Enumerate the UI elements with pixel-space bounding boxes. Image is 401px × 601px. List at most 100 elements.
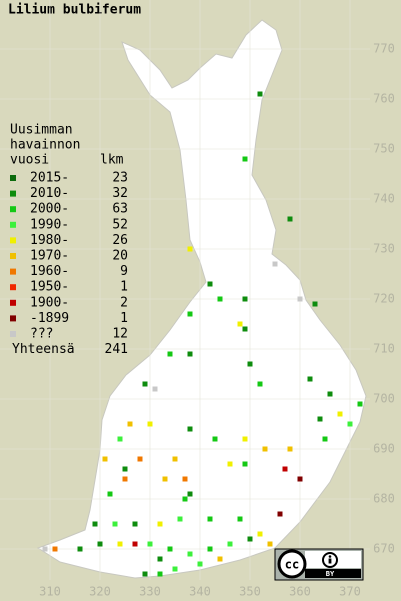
map-title: Lilium bulbiferum — [8, 3, 141, 18]
x-grid-label: 350 — [239, 585, 261, 599]
observation-square — [242, 436, 248, 442]
y-grid-label: 740 — [373, 192, 395, 206]
legend-label: 2010- — [30, 186, 69, 201]
legend-swatch — [10, 284, 16, 291]
y-grid-label: 680 — [373, 492, 395, 506]
observation-square — [217, 556, 223, 562]
legend-count: 63 — [112, 202, 128, 217]
legend-label: 2015- — [30, 171, 69, 186]
observation-square — [257, 91, 263, 97]
legend-swatch — [10, 190, 16, 197]
observation-square — [217, 296, 223, 302]
y-grid-label: 730 — [373, 242, 395, 256]
y-grid-label: 710 — [373, 342, 395, 356]
observation-square — [102, 456, 108, 462]
observation-square — [167, 351, 173, 357]
legend-swatch — [10, 221, 16, 228]
x-grid-label: 310 — [39, 585, 61, 599]
legend-swatch — [10, 331, 16, 337]
x-grid-label: 330 — [139, 585, 161, 599]
observation-square — [212, 436, 218, 442]
observation-square — [157, 521, 163, 527]
by-icon-head — [328, 555, 332, 558]
observation-square — [307, 376, 313, 382]
observations — [42, 91, 363, 577]
observation-square — [147, 421, 153, 427]
observation-square — [227, 541, 233, 547]
license-badge: cc BY — [274, 548, 364, 581]
legend-count: 2 — [120, 295, 128, 310]
observation-square — [137, 456, 143, 462]
observation-square — [322, 436, 328, 442]
legend-swatch — [10, 253, 16, 259]
observation-square — [147, 541, 153, 547]
observation-square — [182, 496, 188, 502]
observation-square — [157, 571, 163, 577]
observation-square — [242, 326, 248, 332]
legend-count: 20 — [112, 249, 128, 264]
legend-label: -1899 — [30, 311, 69, 326]
observation-square — [237, 321, 243, 327]
legend-count: 26 — [112, 233, 128, 248]
observation-square — [247, 361, 253, 367]
cc-circle — [277, 549, 307, 579]
y-grid-label: 720 — [373, 292, 395, 306]
observation-square — [277, 511, 283, 517]
observation-square — [122, 476, 128, 482]
observation-square — [227, 461, 233, 467]
observation-square — [317, 416, 323, 422]
legend-count: 32 — [112, 186, 128, 201]
observation-square — [132, 521, 138, 527]
legend-label: ??? — [30, 327, 53, 342]
legend-total-label: Yhteensä — [12, 342, 75, 357]
observation-square — [357, 401, 363, 407]
legend-count: 1 — [120, 280, 128, 295]
x-grid-label: 320 — [89, 585, 111, 599]
legend-count: 52 — [112, 217, 128, 232]
observation-square — [287, 216, 293, 222]
legend-heading: Uusimman — [10, 123, 73, 138]
observation-square — [177, 516, 183, 522]
observation-square — [97, 541, 103, 547]
legend-heading: vuosi — [10, 153, 49, 168]
observation-square — [77, 546, 83, 552]
legend-heading: havainnon — [10, 138, 80, 153]
observation-square — [257, 531, 263, 537]
legend-swatch — [10, 268, 16, 275]
observation-square — [117, 436, 123, 442]
legend-swatch — [10, 237, 16, 244]
observation-square — [187, 426, 193, 432]
observation-square — [272, 261, 278, 267]
cc-text: cc — [285, 558, 299, 572]
observation-square — [347, 421, 353, 427]
observation-square — [152, 386, 158, 392]
x-grid-label: 360 — [289, 585, 311, 599]
observation-square — [207, 281, 213, 287]
observation-square — [237, 516, 243, 522]
observation-square — [187, 311, 193, 317]
observation-square — [242, 461, 248, 467]
observation-square — [242, 156, 248, 162]
observation-square — [142, 571, 148, 577]
observation-square — [327, 391, 333, 397]
legend-swatch — [10, 175, 16, 181]
observation-square — [337, 411, 343, 417]
observation-square — [92, 521, 98, 527]
legend-label: 1980- — [30, 233, 69, 248]
x-grid-label: 370 — [339, 585, 361, 599]
observation-square — [187, 246, 193, 252]
legend-count: 1 — [120, 311, 128, 326]
legend-total: 241 — [105, 342, 128, 357]
observation-square — [312, 301, 318, 307]
legend-swatch — [10, 315, 16, 322]
observation-square — [107, 491, 113, 497]
y-grid-label: 690 — [373, 442, 395, 456]
observation-square — [117, 541, 123, 547]
observation-square — [172, 566, 178, 572]
legend-label: 1900- — [30, 295, 69, 310]
observation-square — [242, 296, 248, 302]
observation-square — [262, 446, 268, 452]
